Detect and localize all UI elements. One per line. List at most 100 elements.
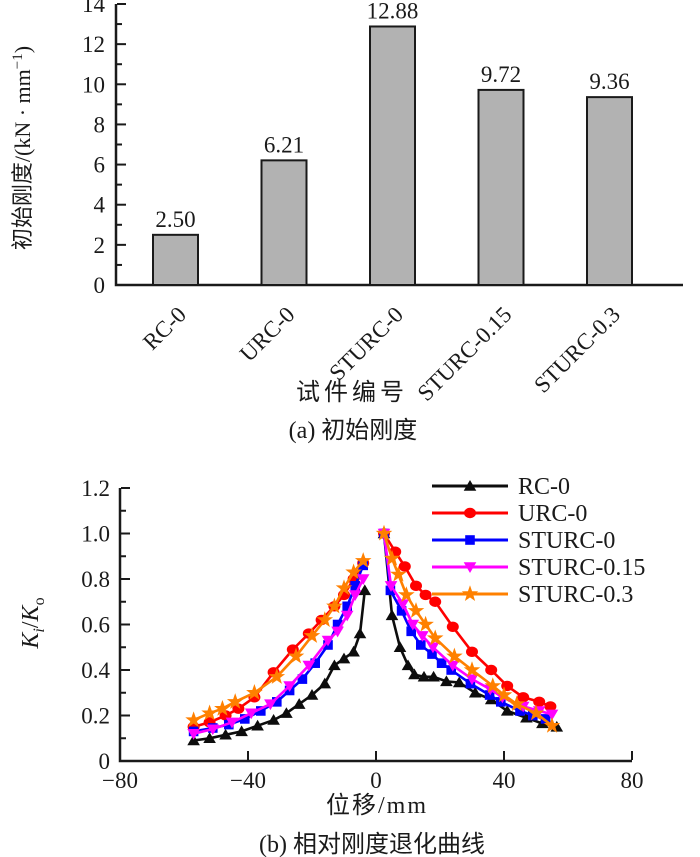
data-point-marker bbox=[408, 668, 421, 680]
data-point-marker bbox=[463, 562, 477, 573]
legend-label: STURC-0.3 bbox=[518, 582, 633, 608]
data-point-marker bbox=[305, 689, 319, 700]
panel-b-ytick-label: 0.8 bbox=[81, 567, 110, 592]
data-point-marker bbox=[264, 699, 277, 711]
panel-b-ytick-label: 0 bbox=[99, 749, 111, 774]
data-point-marker bbox=[440, 675, 453, 687]
data-point-marker bbox=[303, 627, 321, 643]
panel-a-caption: (a) 初始刚度 bbox=[289, 417, 418, 444]
legend-label: RC-0 bbox=[518, 474, 570, 500]
data-point-marker bbox=[393, 641, 407, 652]
data-point-marker bbox=[340, 610, 354, 622]
data-point-marker bbox=[358, 560, 368, 571]
panel-b-ytick-label: 0.6 bbox=[81, 613, 110, 638]
data-point-marker bbox=[446, 665, 456, 675]
data-point-marker bbox=[390, 565, 407, 582]
data-point-marker bbox=[545, 709, 559, 721]
panel-b-ytick-label: 0.2 bbox=[81, 704, 110, 729]
panel-b-xtick-label: 40 bbox=[493, 768, 516, 793]
data-point-marker bbox=[348, 590, 362, 601]
data-point-marker bbox=[268, 668, 286, 684]
bar-value-label: 12.88 bbox=[367, 0, 419, 23]
data-point-marker bbox=[356, 574, 370, 585]
data-point-marker bbox=[358, 584, 372, 596]
data-point-marker bbox=[515, 706, 525, 716]
data-point-marker bbox=[417, 615, 434, 632]
data-point-marker bbox=[235, 725, 248, 737]
data-point-marker bbox=[495, 686, 513, 703]
data-point-marker bbox=[468, 686, 482, 698]
panel-b-x-axis-title: 位移/mm bbox=[326, 792, 428, 819]
legend-entry: RC-0 bbox=[432, 474, 570, 500]
data-point-marker bbox=[452, 676, 466, 688]
data-point-marker bbox=[203, 732, 216, 743]
data-point-marker bbox=[416, 640, 426, 650]
panel-a-ytick-label: 8 bbox=[94, 112, 106, 137]
data-point-marker bbox=[318, 677, 332, 689]
panel-a-y-axis-title: 初始刚度/(kN · mm−1) bbox=[10, 46, 35, 250]
bar bbox=[586, 96, 633, 287]
data-point-marker bbox=[465, 674, 479, 686]
data-point-marker bbox=[500, 704, 514, 716]
panel-b-tick-labels: 0 0.2 0.4 0.6 0.8 1.0 1.2 −80 −40 0 40 80 bbox=[81, 476, 643, 793]
data-point-marker bbox=[406, 619, 420, 631]
data-point-marker bbox=[461, 585, 479, 602]
panel-b-axes bbox=[118, 487, 633, 763]
data-point-marker bbox=[427, 649, 437, 659]
panel-a-tick-labels: 0 2 4 6 8 10 12 14 RC-0 URC-0 STURC-0 STURC-0.15 STU… bbox=[82, 0, 625, 406]
data-point-marker bbox=[496, 697, 506, 707]
data-point-marker bbox=[332, 619, 343, 630]
data-point-marker bbox=[419, 589, 432, 601]
panel-a-ytick-label: 6 bbox=[94, 153, 106, 178]
data-point-marker bbox=[465, 535, 475, 545]
data-point-marker bbox=[251, 719, 264, 731]
panel-a-bars: 2.50 6.21 12.88 9.72 9.36 bbox=[152, 0, 633, 287]
data-point-marker bbox=[321, 635, 335, 647]
data-point-marker bbox=[206, 724, 220, 736]
data-point-marker bbox=[354, 552, 372, 568]
bar-value-label: 2.50 bbox=[155, 207, 195, 232]
data-point-marker bbox=[283, 681, 296, 692]
data-point-marker bbox=[396, 606, 407, 616]
data-point-marker bbox=[464, 507, 476, 519]
data-point-marker bbox=[384, 581, 398, 592]
data-point-marker bbox=[436, 658, 447, 668]
data-point-marker bbox=[427, 670, 440, 682]
data-point-marker bbox=[240, 714, 250, 724]
data-point-marker bbox=[214, 699, 231, 716]
data-point-marker bbox=[407, 602, 425, 618]
panel-a-category-label: RC-0 bbox=[138, 302, 191, 355]
panel-a-x-axis-title: 试件编号 bbox=[296, 379, 408, 406]
panel-a-ytick-label: 2 bbox=[94, 233, 106, 258]
data-point-marker bbox=[256, 706, 266, 716]
panel-a-ytick-label: 4 bbox=[94, 193, 106, 218]
data-point-marker bbox=[345, 563, 362, 580]
bar bbox=[260, 159, 308, 286]
panel-a-category-label: STURC-0 bbox=[324, 302, 408, 386]
panel-b-y-axis-title: Ki/Ko bbox=[18, 597, 48, 649]
panel-b-xtick-label: 80 bbox=[621, 768, 644, 793]
bar-value-label: 6.21 bbox=[264, 132, 304, 157]
legend-entry: URC-0 bbox=[432, 501, 587, 527]
data-point-marker bbox=[201, 704, 218, 721]
legend-entry: STURC-0.3 bbox=[432, 582, 633, 608]
panel-b-xtick-label: −40 bbox=[230, 768, 266, 793]
legend-label: URC-0 bbox=[518, 501, 587, 527]
data-point-marker bbox=[398, 561, 411, 572]
data-point-marker bbox=[226, 693, 244, 709]
data-point-marker bbox=[416, 631, 429, 642]
data-point-marker bbox=[485, 664, 498, 676]
data-point-marker bbox=[335, 579, 353, 596]
bar-value-label: 9.36 bbox=[589, 69, 629, 94]
data-point-marker bbox=[426, 642, 440, 654]
data-point-marker bbox=[446, 621, 459, 632]
data-point-marker bbox=[316, 611, 334, 627]
data-point-marker bbox=[417, 670, 431, 682]
panel-a-ytick-label: 0 bbox=[94, 273, 106, 298]
data-point-marker bbox=[297, 674, 308, 684]
data-point-marker bbox=[375, 524, 393, 541]
data-point-marker bbox=[337, 652, 351, 664]
